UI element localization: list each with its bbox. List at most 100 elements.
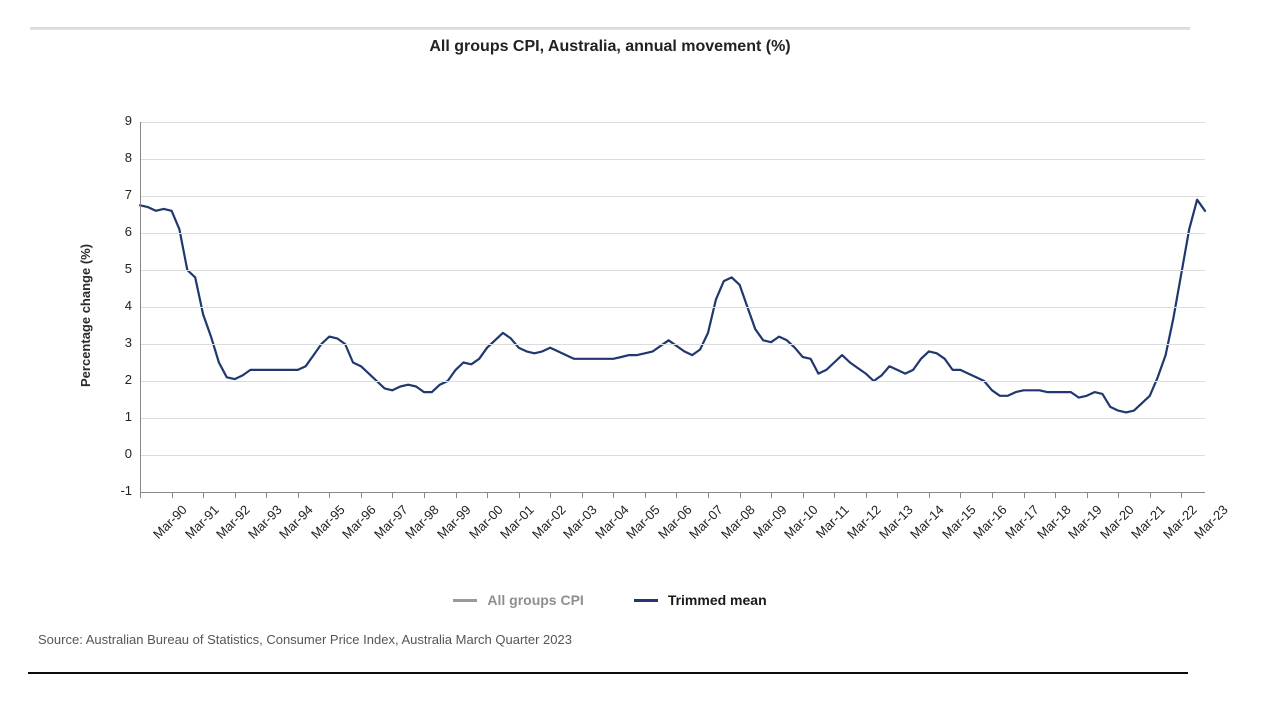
x-tick [487,492,488,498]
x-tick [740,492,741,498]
x-tick [803,492,804,498]
gridline [140,233,1205,234]
gridline [140,381,1205,382]
x-tick [708,492,709,498]
x-tick-label: Mar-16 [971,502,1011,542]
x-tick-label: Mar-92 [213,502,253,542]
legend-item: All groups CPI [453,592,583,608]
x-tick [1087,492,1088,498]
legend-label: Trimmed mean [668,592,767,608]
legend-swatch [634,599,658,602]
x-tick [361,492,362,498]
y-tick-label: 2 [110,372,132,387]
source-text: Source: Australian Bureau of Statistics,… [38,632,572,647]
y-tick-label: 5 [110,261,132,276]
x-tick-label: Mar-20 [1097,502,1137,542]
x-tick [834,492,835,498]
x-tick-label: Mar-96 [339,502,379,542]
gridline [140,122,1205,123]
x-tick-label: Mar-97 [371,502,411,542]
x-tick-label: Mar-07 [687,502,727,542]
x-tick [645,492,646,498]
x-tick-label: Mar-14 [907,502,947,542]
x-tick [992,492,993,498]
x-tick-label: Mar-17 [1002,502,1042,542]
x-tick [613,492,614,498]
legend-item: Trimmed mean [634,592,767,608]
x-tick [456,492,457,498]
x-tick [1055,492,1056,498]
gridline [140,270,1205,271]
x-tick-label: Mar-19 [1065,502,1105,542]
x-tick [1118,492,1119,498]
x-tick [1181,492,1182,498]
x-tick-label: Mar-21 [1128,502,1168,542]
x-tick-label: Mar-93 [245,502,285,542]
plot-area [140,122,1205,492]
x-tick-label: Mar-06 [655,502,695,542]
legend-label: All groups CPI [487,592,583,608]
x-tick [519,492,520,498]
x-tick-label: Mar-90 [150,502,190,542]
chart-title: All groups CPI, Australia, annual moveme… [30,38,1190,56]
x-tick-label: Mar-13 [876,502,916,542]
gridline [140,344,1205,345]
x-tick-label: Mar-03 [560,502,600,542]
y-tick-label: 1 [110,409,132,424]
gridline [140,418,1205,419]
y-axis-line [140,122,141,492]
x-tick-label: Mar-15 [939,502,979,542]
x-tick-label: Mar-99 [434,502,474,542]
x-tick-label: Mar-94 [276,502,316,542]
x-tick [392,492,393,498]
x-tick [582,492,583,498]
y-tick-label: -1 [110,483,132,498]
x-tick-label: Mar-05 [623,502,663,542]
y-tick-label: 8 [110,150,132,165]
gridline [140,455,1205,456]
x-tick-label: Mar-04 [592,502,632,542]
y-tick-label: 9 [110,113,132,128]
x-tick [1150,492,1151,498]
x-tick [960,492,961,498]
gridline [140,159,1205,160]
x-tick [329,492,330,498]
y-tick-label: 0 [110,446,132,461]
x-tick [897,492,898,498]
x-tick [235,492,236,498]
y-tick-label: 3 [110,335,132,350]
x-tick-label: Mar-09 [750,502,790,542]
x-tick [929,492,930,498]
legend-swatch [453,599,477,602]
x-tick [550,492,551,498]
x-tick [866,492,867,498]
x-tick [203,492,204,498]
gridline [140,307,1205,308]
x-tick [1024,492,1025,498]
x-tick [266,492,267,498]
gridline [140,196,1205,197]
x-tick [771,492,772,498]
x-axis-line [140,492,1205,493]
x-tick-label: Mar-12 [844,502,884,542]
x-tick [172,492,173,498]
x-tick-label: Mar-00 [466,502,506,542]
x-tick [676,492,677,498]
x-tick-label: Mar-11 [812,502,851,541]
x-tick-label: Mar-91 [182,502,222,542]
x-tick-label: Mar-18 [1034,502,1074,542]
bottom-rule [28,672,1188,674]
x-tick-label: Mar-02 [529,502,569,542]
x-tick-label: Mar-95 [308,502,348,542]
y-tick-label: 6 [110,224,132,239]
x-tick-label: Mar-23 [1191,502,1231,542]
x-tick-label: Mar-98 [403,502,443,542]
y-axis-label: Percentage change (%) [78,244,93,387]
x-tick-label: Mar-22 [1160,502,1200,542]
x-tick [424,492,425,498]
x-tick-label: Mar-08 [718,502,758,542]
y-tick-label: 7 [110,187,132,202]
x-tick [140,492,141,498]
y-tick-label: 4 [110,298,132,313]
legend: All groups CPI Trimmed mean [30,592,1190,608]
